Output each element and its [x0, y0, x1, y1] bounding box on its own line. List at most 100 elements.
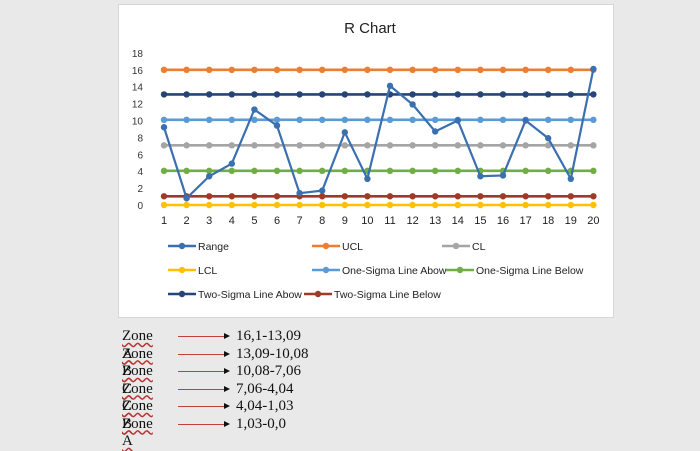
- y-tick-label: 10: [132, 117, 144, 128]
- data-point: [454, 66, 461, 73]
- data-point: [183, 195, 190, 202]
- series-cl: [160, 142, 597, 149]
- data-point: [432, 167, 439, 175]
- data-point: [477, 201, 484, 209]
- zone-range: 10,08-7,06: [236, 363, 301, 379]
- data-point: [160, 193, 168, 200]
- data-point: [296, 66, 303, 73]
- legend-item: LCL: [168, 265, 217, 277]
- data-point: [432, 201, 439, 209]
- data-point: [319, 66, 326, 73]
- data-point: [590, 142, 597, 149]
- data-point: [160, 201, 168, 209]
- x-tick-label: 12: [406, 215, 418, 227]
- data-point: [319, 167, 326, 175]
- legend-item: Two-Sigma Line Abow: [168, 289, 302, 301]
- data-point: [296, 116, 303, 124]
- data-point: [545, 193, 552, 200]
- data-point: [477, 193, 484, 200]
- data-point: [273, 122, 281, 129]
- arrow-icon: [178, 403, 230, 409]
- data-point: [409, 167, 416, 175]
- data-point: [409, 91, 416, 98]
- x-tick-label: 15: [474, 215, 486, 227]
- y-axis: 0 2 4 6 8 10 12 14 16 18: [132, 49, 144, 212]
- data-point: [432, 91, 439, 98]
- zone-name: Zone C: [122, 363, 153, 397]
- zone-range: 13,09-10,08: [236, 345, 309, 362]
- data-point: [590, 167, 597, 175]
- y-tick-label: 8: [137, 133, 143, 144]
- zone-range: 4,04-1,03: [236, 398, 294, 414]
- data-point: [206, 142, 213, 149]
- legend-label: One-Sigma Line Below: [476, 265, 584, 277]
- data-point: [409, 201, 416, 209]
- data-point: [409, 193, 416, 200]
- zone-name: Zone A: [122, 415, 153, 450]
- series-lcl: [160, 201, 597, 209]
- data-point: [409, 142, 416, 149]
- data-point: [499, 116, 507, 124]
- data-point: [545, 116, 552, 124]
- x-tick-label: 4: [229, 215, 235, 227]
- data-point: [432, 193, 439, 200]
- series-two-sigma-line-below: [160, 193, 597, 200]
- data-point: [499, 172, 507, 179]
- series-one-sigma-line-above: [160, 116, 597, 124]
- data-point: [454, 142, 461, 149]
- data-point: [454, 117, 461, 124]
- legend-swatch-marker: [322, 266, 330, 274]
- x-tick-label: 17: [519, 215, 531, 227]
- data-point: [522, 142, 529, 149]
- zone-range: 16,1-13,09: [236, 328, 301, 344]
- data-point: [409, 116, 416, 124]
- data-point: [206, 91, 213, 98]
- data-point: [228, 201, 235, 209]
- data-point: [228, 66, 235, 73]
- data-point: [296, 91, 303, 98]
- plot-area: [160, 65, 597, 209]
- data-point: [296, 142, 303, 149]
- data-point: [341, 129, 348, 136]
- data-point: [273, 201, 281, 209]
- data-point: [341, 142, 348, 149]
- legend-item: Range: [168, 241, 229, 253]
- zone-range: 1,03-0,0: [236, 415, 286, 432]
- data-point: [522, 91, 529, 98]
- data-point: [319, 116, 326, 124]
- data-point: [567, 116, 574, 124]
- y-tick-label: 6: [137, 150, 143, 161]
- data-point: [477, 116, 484, 124]
- data-point: [228, 193, 235, 200]
- data-point: [273, 66, 281, 73]
- x-axis: 1 2 3 4 5 6 7 8 9 10 11 12 13 14 15 16 17 18 19 20: [161, 215, 600, 227]
- x-tick-label: 1: [161, 215, 167, 227]
- data-point: [251, 193, 258, 200]
- data-point: [567, 201, 574, 209]
- x-tick-label: 3: [206, 215, 212, 227]
- data-point: [545, 167, 552, 175]
- data-point: [319, 193, 326, 200]
- data-point: [341, 91, 348, 98]
- data-point: [386, 142, 394, 149]
- data-point: [386, 82, 394, 90]
- zone-name: Zone B: [122, 398, 153, 432]
- x-tick-label: 20: [587, 215, 599, 227]
- legend-swatch-marker: [452, 242, 460, 250]
- data-point: [160, 91, 168, 98]
- data-point: [251, 167, 258, 175]
- data-point: [545, 135, 552, 142]
- data-point: [228, 142, 235, 149]
- legend-swatch-marker: [178, 290, 186, 298]
- data-point: [477, 142, 484, 149]
- data-point: [499, 193, 507, 200]
- data-point: [499, 91, 507, 98]
- x-tick-label: 6: [274, 215, 280, 227]
- data-point: [319, 187, 326, 194]
- data-point: [183, 66, 190, 73]
- data-point: [319, 142, 326, 149]
- data-point: [567, 91, 574, 98]
- arrow-icon: [178, 368, 230, 374]
- series-two-sigma-line-abow: [160, 91, 597, 98]
- data-point: [296, 201, 303, 209]
